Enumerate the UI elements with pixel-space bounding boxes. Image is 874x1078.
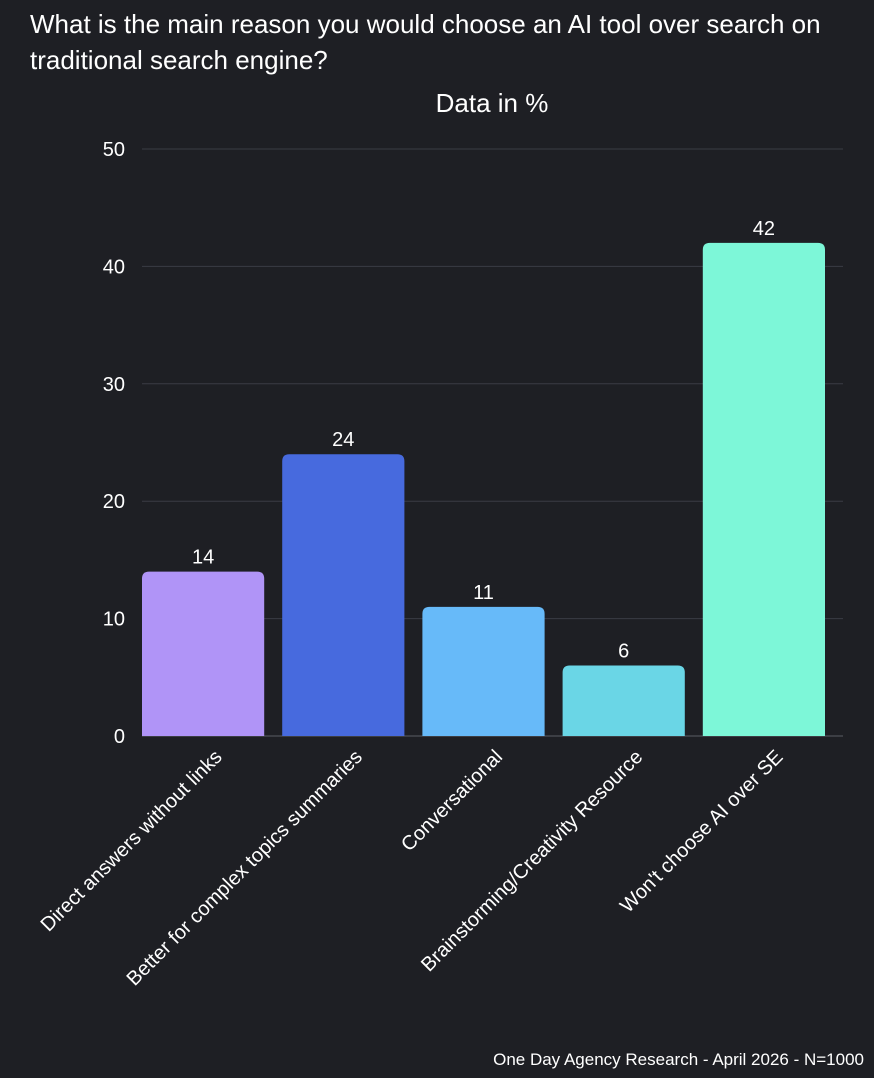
bar-value-label: 14	[192, 547, 214, 569]
x-tick-label: Won't choose AI over SE	[616, 746, 787, 917]
y-tick-label: 0	[114, 726, 125, 748]
bar	[422, 606, 545, 736]
chart-title: Data in %	[436, 88, 549, 118]
x-tick-label: Better for complex topics summaries	[123, 746, 367, 990]
x-tick-label: Conversational	[397, 746, 507, 856]
bar	[142, 571, 265, 736]
bar-value-label: 11	[473, 582, 494, 604]
source-footnote: One Day Agency Research - April 2026 - N…	[493, 1050, 864, 1069]
y-tick-label: 10	[103, 609, 125, 631]
y-tick-label: 20	[103, 491, 125, 513]
y-tick-label: 40	[103, 256, 125, 278]
bar	[562, 665, 685, 736]
bar-value-label: 6	[618, 641, 629, 663]
y-tick-label: 50	[103, 139, 125, 161]
bar-value-label: 24	[332, 429, 354, 451]
y-tick-label: 30	[103, 374, 125, 396]
bar	[282, 454, 405, 736]
data-labels: 14 24 11 6 42	[192, 218, 775, 663]
bars	[142, 242, 825, 737]
bar-chart: Data in % 0 10 20 30 40 50 14 24 11 6 42 Direct a…	[37, 88, 843, 990]
bar	[702, 242, 825, 737]
chart-question: What is the main reason you would choose…	[30, 9, 821, 75]
bar-value-label: 42	[753, 218, 775, 240]
y-axis: 0 10 20 30 40 50	[103, 139, 125, 748]
x-tick-label: Brainstorming/Creativity Resource	[417, 746, 647, 976]
